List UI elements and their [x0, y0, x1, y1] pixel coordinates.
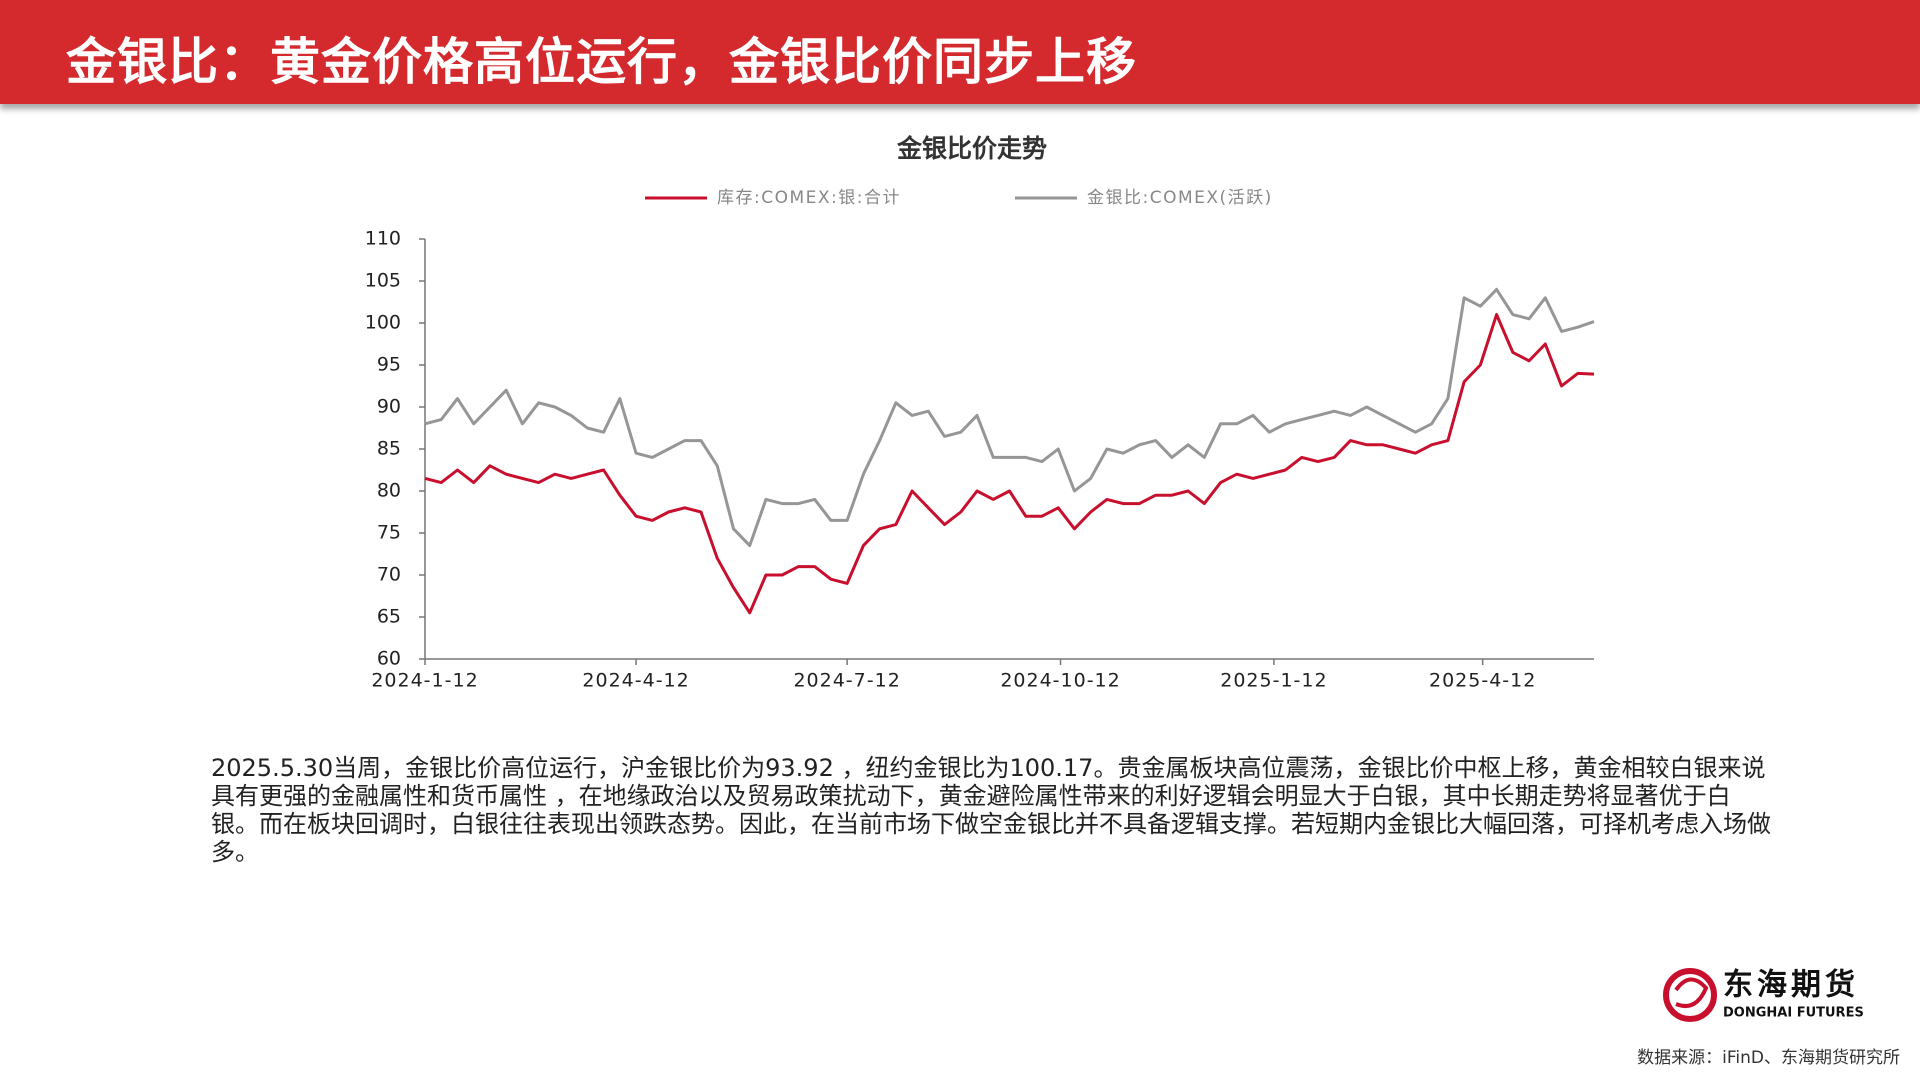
y-tick-label: 90	[377, 396, 401, 418]
y-tick-label: 75	[377, 522, 401, 544]
header-title: 金银比：黄金价格高位运行，金银比价同步上移	[66, 33, 1137, 91]
x-tick-label: 2025-4-12	[1429, 670, 1536, 692]
source-note: 数据来源：iFinD、东海期货研究所	[1637, 1048, 1900, 1068]
x-tick-label: 2024-1-12	[371, 670, 478, 692]
logo-icon-swirl	[1674, 977, 1709, 1008]
chart-title: 金银比价走势	[896, 134, 1047, 163]
y-tick-label: 65	[377, 606, 401, 628]
y-tick-label: 60	[377, 648, 401, 670]
legend-label: 库存:COMEX:银:合计	[717, 188, 901, 208]
series-line	[424, 287, 1595, 548]
y-tick-label: 85	[377, 438, 401, 460]
y-tick-label: 105	[365, 270, 401, 292]
y-tick-label: 100	[365, 312, 401, 334]
header-bar: 金银比：黄金价格高位运行，金银比价同步上移	[0, 0, 1920, 104]
legend-label: 金银比:COMEX(活跃)	[1087, 188, 1273, 208]
body-text: 2025.5.30当周，金银比价高位运行，沪金银比价为93.92 ，纽约金银比为…	[211, 754, 1771, 866]
x-tick-label: 2024-4-12	[582, 670, 689, 692]
logo-icon	[1663, 968, 1717, 1022]
y-tick-label: 70	[377, 564, 401, 586]
logo: 东海期货 DONGHAI FUTURES	[1663, 968, 1864, 1022]
y-tick-label: 95	[377, 354, 401, 376]
y-tick-label: 80	[377, 480, 401, 502]
series-line	[424, 313, 1595, 615]
x-tick-label: 2025-1-12	[1220, 670, 1327, 692]
y-tick-label: 110	[365, 228, 401, 250]
logo-name: 东海期货	[1723, 968, 1859, 1003]
x-tick-label: 2024-7-12	[793, 670, 900, 692]
logo-name-en: DONGHAI FUTURES	[1723, 1006, 1864, 1021]
x-tick-label: 2024-10-12	[1000, 670, 1120, 692]
